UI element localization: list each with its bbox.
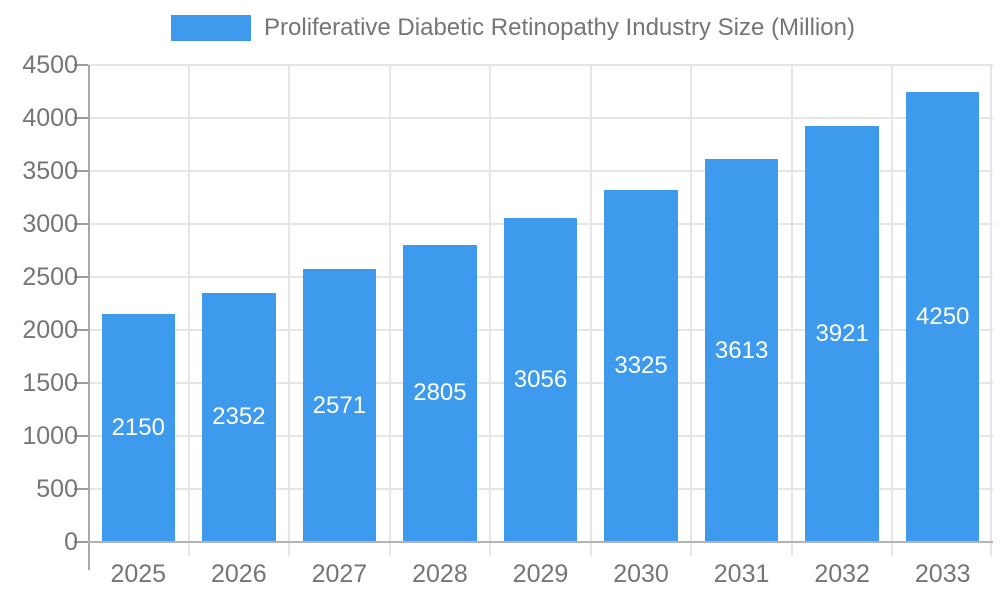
v-gridline bbox=[489, 65, 492, 556]
chart-legend: Proliferative Diabetic Retinopathy Indus… bbox=[13, 14, 1000, 42]
y-axis-tick bbox=[74, 329, 88, 331]
y-axis-label: 0 bbox=[64, 528, 78, 556]
y-axis-tick bbox=[74, 223, 88, 225]
bar: 2805 bbox=[403, 244, 477, 542]
legend-label: Proliferative Diabetic Retinopathy Indus… bbox=[264, 14, 855, 41]
y-axis-tick bbox=[74, 170, 88, 172]
bar-value-label: 2150 bbox=[111, 414, 165, 442]
bar: 2352 bbox=[202, 292, 276, 542]
legend-swatch bbox=[171, 15, 252, 41]
h-gridline bbox=[88, 117, 993, 119]
plot-area: 2150 2352 2571 2805 3056 3325 3613 3921 4250 bbox=[88, 64, 993, 570]
y-axis-tick bbox=[74, 64, 88, 66]
x-axis-label: 2028 bbox=[412, 560, 468, 588]
x-axis-label: 2026 bbox=[211, 560, 267, 588]
x-axis-label: 2031 bbox=[713, 560, 770, 588]
bar-value-label: 3056 bbox=[513, 366, 568, 394]
h-gridline bbox=[88, 64, 993, 66]
y-axis-label: 500 bbox=[36, 475, 78, 503]
y-axis-label: 2000 bbox=[22, 316, 78, 344]
y-axis-label: 1500 bbox=[22, 369, 78, 397]
x-axis-label: 2029 bbox=[512, 560, 569, 588]
y-axis-label: 2500 bbox=[22, 263, 78, 291]
v-gridline bbox=[388, 65, 391, 556]
bar: 3613 bbox=[704, 159, 779, 542]
x-axis-label: 2033 bbox=[914, 560, 971, 588]
y-axis-line bbox=[88, 65, 90, 570]
bar: 3921 bbox=[805, 126, 879, 542]
x-axis-line bbox=[88, 541, 993, 543]
v-gridline bbox=[990, 65, 992, 556]
y-axis-label: 1000 bbox=[22, 422, 78, 450]
v-gridline bbox=[690, 65, 693, 556]
x-axis-label: 2025 bbox=[110, 560, 167, 588]
y-axis-label: 4000 bbox=[22, 104, 78, 132]
v-gridline bbox=[790, 65, 793, 556]
v-gridline bbox=[891, 65, 894, 556]
x-axis-label: 2030 bbox=[613, 560, 669, 588]
y-axis-tick bbox=[74, 488, 88, 490]
bar-value-label: 2805 bbox=[413, 379, 467, 407]
y-axis-tick bbox=[74, 117, 88, 119]
bar-value-label: 3921 bbox=[815, 320, 869, 348]
v-gridline bbox=[589, 65, 592, 556]
bar-value-label: 4250 bbox=[916, 302, 970, 330]
y-axis-tick bbox=[74, 541, 88, 543]
bar: 3056 bbox=[503, 218, 578, 542]
y-axis-label: 3000 bbox=[22, 210, 78, 238]
x-axis-label: 2027 bbox=[311, 560, 368, 588]
y-axis-label: 4500 bbox=[22, 51, 78, 79]
x-axis-label: 2032 bbox=[814, 560, 870, 588]
bar-value-label: 3613 bbox=[714, 336, 769, 364]
bar: 4250 bbox=[906, 91, 980, 542]
bar-value-label: 2352 bbox=[212, 403, 266, 431]
y-axis-tick bbox=[74, 382, 88, 384]
v-gridline bbox=[288, 65, 291, 556]
y-axis-label: 3500 bbox=[22, 157, 78, 185]
bar-value-label: 2571 bbox=[312, 391, 367, 419]
y-axis-tick bbox=[74, 276, 88, 278]
bar: 3325 bbox=[604, 189, 678, 542]
y-axis-tick bbox=[74, 435, 88, 437]
bar: 2150 bbox=[101, 314, 175, 542]
v-gridline bbox=[187, 65, 190, 556]
bar-value-label: 3325 bbox=[614, 351, 668, 379]
h-gridline bbox=[88, 170, 993, 172]
bar: 2571 bbox=[302, 269, 377, 542]
